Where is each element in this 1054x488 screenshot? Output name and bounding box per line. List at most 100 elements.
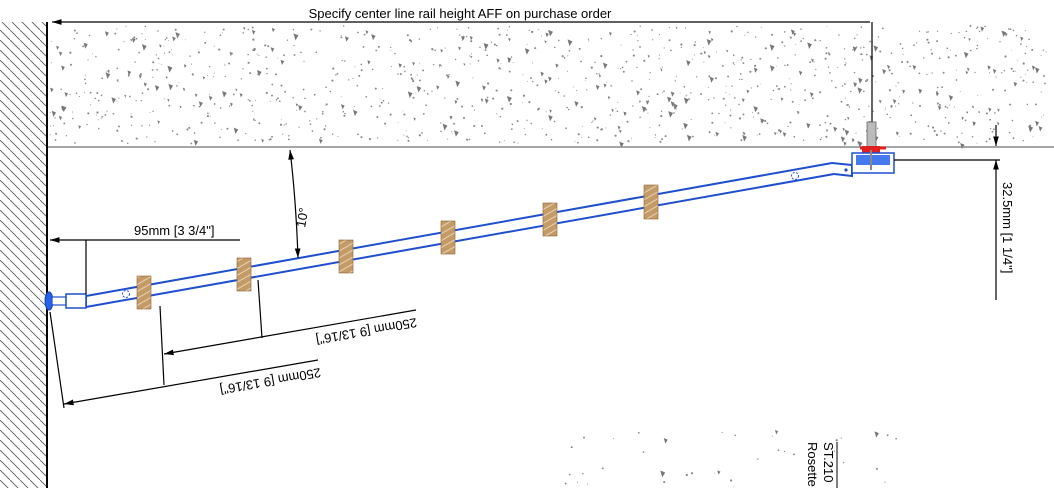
concrete-speck xyxy=(700,93,702,96)
concrete-speck xyxy=(89,91,92,94)
concrete-aggregate xyxy=(56,45,60,50)
concrete-speck xyxy=(760,27,762,28)
concrete-speck xyxy=(389,113,392,116)
concrete-speck xyxy=(994,112,996,114)
concrete-speck xyxy=(676,75,677,77)
concrete-speck xyxy=(935,133,939,136)
concrete-aggregate xyxy=(660,68,663,72)
concrete-speck xyxy=(534,47,537,50)
concrete-speck xyxy=(375,49,378,52)
concrete-speck xyxy=(83,92,85,94)
concrete-speck xyxy=(930,49,932,51)
concrete-speck xyxy=(729,93,731,95)
concrete-speck xyxy=(986,37,988,39)
concrete-speck xyxy=(619,67,622,70)
concrete-speck xyxy=(957,141,960,144)
concrete-speck xyxy=(106,71,108,73)
spacing-inner-extension-right xyxy=(257,279,263,339)
concrete-speck xyxy=(840,437,842,439)
concrete-speck xyxy=(792,453,795,456)
concrete-speck xyxy=(191,63,193,65)
concrete-speck xyxy=(1045,51,1047,53)
concrete-speck xyxy=(118,125,120,128)
concrete-speck xyxy=(888,69,891,72)
concrete-speck xyxy=(279,123,283,126)
concrete-speck xyxy=(237,139,239,142)
concrete-texture xyxy=(49,25,1047,150)
concrete-aggregate xyxy=(548,114,553,122)
concrete-speck xyxy=(252,118,255,121)
concrete-aggregate xyxy=(549,109,552,114)
concrete-speck xyxy=(614,134,617,137)
concrete-speck xyxy=(114,32,117,35)
concrete-speck xyxy=(1042,114,1044,116)
concrete-speck xyxy=(683,86,686,88)
concrete-speck xyxy=(897,103,900,105)
concrete-speck xyxy=(790,83,792,85)
concrete-speck xyxy=(648,95,650,97)
concrete-speck xyxy=(909,65,911,68)
concrete-speck xyxy=(193,132,196,134)
concrete-speck xyxy=(852,49,854,51)
concrete-speck xyxy=(600,55,603,58)
concrete-speck xyxy=(271,83,274,86)
concrete-speck xyxy=(915,42,918,44)
concrete-speck xyxy=(513,141,515,143)
concrete-speck xyxy=(923,138,925,141)
concrete-speck xyxy=(473,109,476,111)
concrete-speck xyxy=(976,47,978,50)
concrete-speck xyxy=(116,28,118,30)
concrete-speck xyxy=(1042,49,1045,51)
concrete-speck xyxy=(152,110,154,113)
concrete-speck xyxy=(813,61,815,63)
concrete-speck xyxy=(269,101,271,102)
concrete-speck xyxy=(265,67,268,70)
concrete-aggregate xyxy=(367,60,371,65)
concrete-speck xyxy=(469,63,471,65)
concrete-aggregate xyxy=(131,37,136,43)
concrete-speck xyxy=(692,58,694,60)
concrete-speck xyxy=(204,31,206,33)
concrete-speck xyxy=(69,93,71,96)
concrete-aggregate xyxy=(667,96,672,103)
concrete-speck xyxy=(826,25,828,27)
concrete-speck xyxy=(984,25,986,28)
concrete-aggregate xyxy=(829,464,832,468)
concrete-speck xyxy=(135,137,138,140)
concrete-speck xyxy=(663,481,666,484)
concrete-speck xyxy=(825,47,828,49)
concrete-speck xyxy=(795,43,797,45)
concrete-speck xyxy=(658,54,660,56)
concrete-aggregate xyxy=(398,63,402,69)
concrete-speck xyxy=(466,138,469,141)
concrete-speck xyxy=(838,34,840,36)
concrete-aggregate xyxy=(127,74,130,78)
concrete-speck xyxy=(319,30,321,32)
concrete-speck xyxy=(116,129,119,132)
concrete-speck xyxy=(242,68,244,70)
concrete-speck xyxy=(724,122,726,124)
concrete-speck xyxy=(497,27,500,30)
concrete-speck xyxy=(376,116,379,118)
concrete-speck xyxy=(809,61,812,64)
concrete-speck xyxy=(507,29,509,31)
concrete-speck xyxy=(580,60,582,63)
concrete-speck xyxy=(117,48,120,51)
concrete-speck xyxy=(212,76,214,78)
concrete-speck xyxy=(890,52,893,54)
concrete-speck xyxy=(631,137,633,139)
concrete-speck xyxy=(309,120,311,122)
concrete-aggregate xyxy=(233,127,239,134)
concrete-speck xyxy=(568,473,571,476)
concrete-speck xyxy=(293,54,296,56)
concrete-speck xyxy=(451,131,453,133)
concrete-speck xyxy=(714,472,716,474)
concrete-speck xyxy=(596,139,599,142)
concrete-speck xyxy=(486,96,489,99)
concrete-speck xyxy=(348,79,350,81)
concrete-speck xyxy=(942,71,945,74)
concrete-speck xyxy=(631,80,633,82)
concrete-speck xyxy=(573,86,574,88)
concrete-speck xyxy=(637,40,639,42)
concrete-speck xyxy=(492,97,494,100)
